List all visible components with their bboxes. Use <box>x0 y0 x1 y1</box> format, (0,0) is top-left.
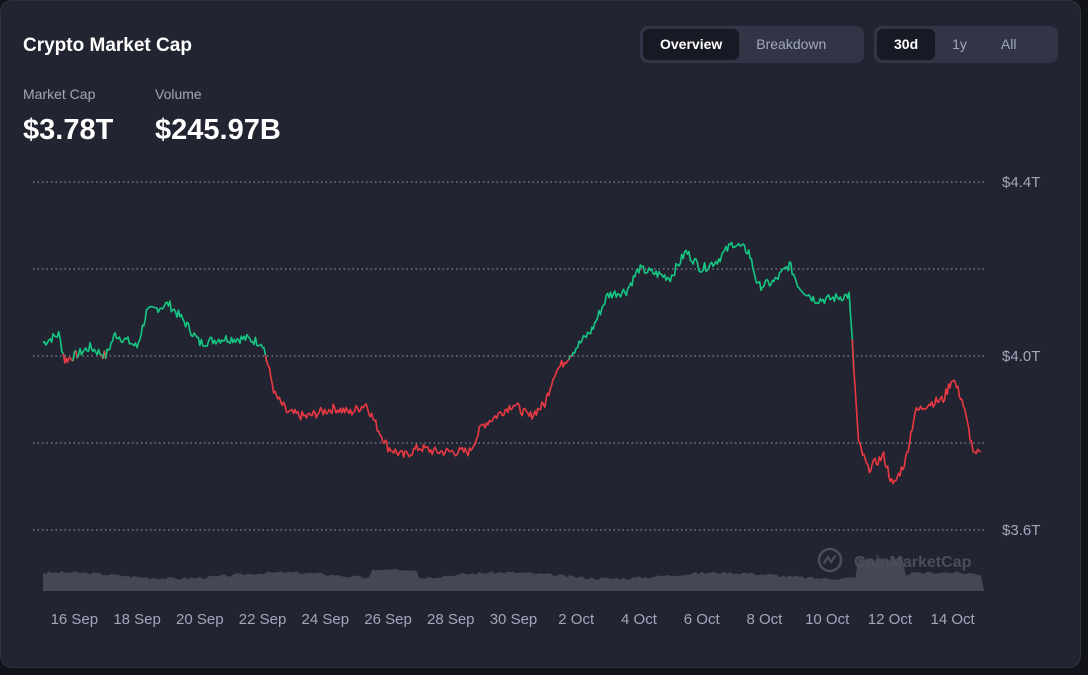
x-tick-label: 18 Sep <box>113 611 161 628</box>
y-tick-label: $3.6T <box>1002 522 1040 539</box>
price-segment-up <box>42 330 66 364</box>
volume-label: Volume <box>155 86 202 102</box>
x-tick-label: 28 Sep <box>427 611 475 628</box>
volume-value: $245.97B <box>155 114 281 146</box>
range-toggle: 30d 1y All <box>874 26 1058 63</box>
x-tick-label: 30 Sep <box>490 611 538 628</box>
price-segment-down <box>851 339 982 485</box>
x-tick-label: 4 Oct <box>621 611 658 628</box>
coinmarketcap-logo-icon <box>817 547 843 573</box>
price-line <box>42 241 982 485</box>
range-all[interactable]: All <box>1000 36 1017 52</box>
x-tick-label: 8 Oct <box>747 611 784 628</box>
tab-breakdown[interactable]: Breakdown <box>756 36 827 52</box>
watermark: CoinMarketCap <box>817 547 972 573</box>
x-tick-label: 14 Oct <box>931 611 976 628</box>
x-tick-label: 6 Oct <box>684 611 721 628</box>
market-cap-label: Market Cap <box>23 86 96 102</box>
volume-bars <box>43 557 984 591</box>
y-tick-label: $4.0T <box>1002 348 1040 365</box>
y-tick-label: $4.4T <box>1002 174 1040 191</box>
x-tick-label: 22 Sep <box>239 611 287 628</box>
x-tick-label: 2 Oct <box>558 611 595 628</box>
price-segment-up <box>104 300 268 362</box>
price-segment-up <box>76 341 104 359</box>
grid-lines <box>33 181 984 531</box>
range-30d[interactable]: 30d <box>877 29 936 60</box>
view-toggle: Overview Breakdown <box>640 26 864 63</box>
price-segment-down <box>264 354 572 458</box>
x-tick-label: 24 Sep <box>302 611 350 628</box>
price-segment-up <box>571 241 855 370</box>
card-title: Crypto Market Cap <box>23 35 192 56</box>
tab-overview[interactable]: Overview <box>643 29 740 60</box>
x-tick-label: 26 Sep <box>364 611 412 628</box>
y-axis-ticks: $4.4T $4.0T $3.6T <box>1002 174 1040 539</box>
range-1y[interactable]: 1y <box>952 36 967 52</box>
volume-area <box>43 557 984 591</box>
x-tick-label: 12 Oct <box>868 611 913 628</box>
market-cap-value: $3.78T <box>23 114 114 146</box>
watermark-text: CoinMarketCap <box>854 554 972 571</box>
x-tick-label: 10 Oct <box>805 611 850 628</box>
x-tick-label: 16 Sep <box>51 611 99 628</box>
x-axis-ticks: 16 Sep 18 Sep 20 Sep 22 Sep 24 Sep 26 Sep 28 S… <box>51 611 976 628</box>
x-tick-label: 20 Sep <box>176 611 224 628</box>
